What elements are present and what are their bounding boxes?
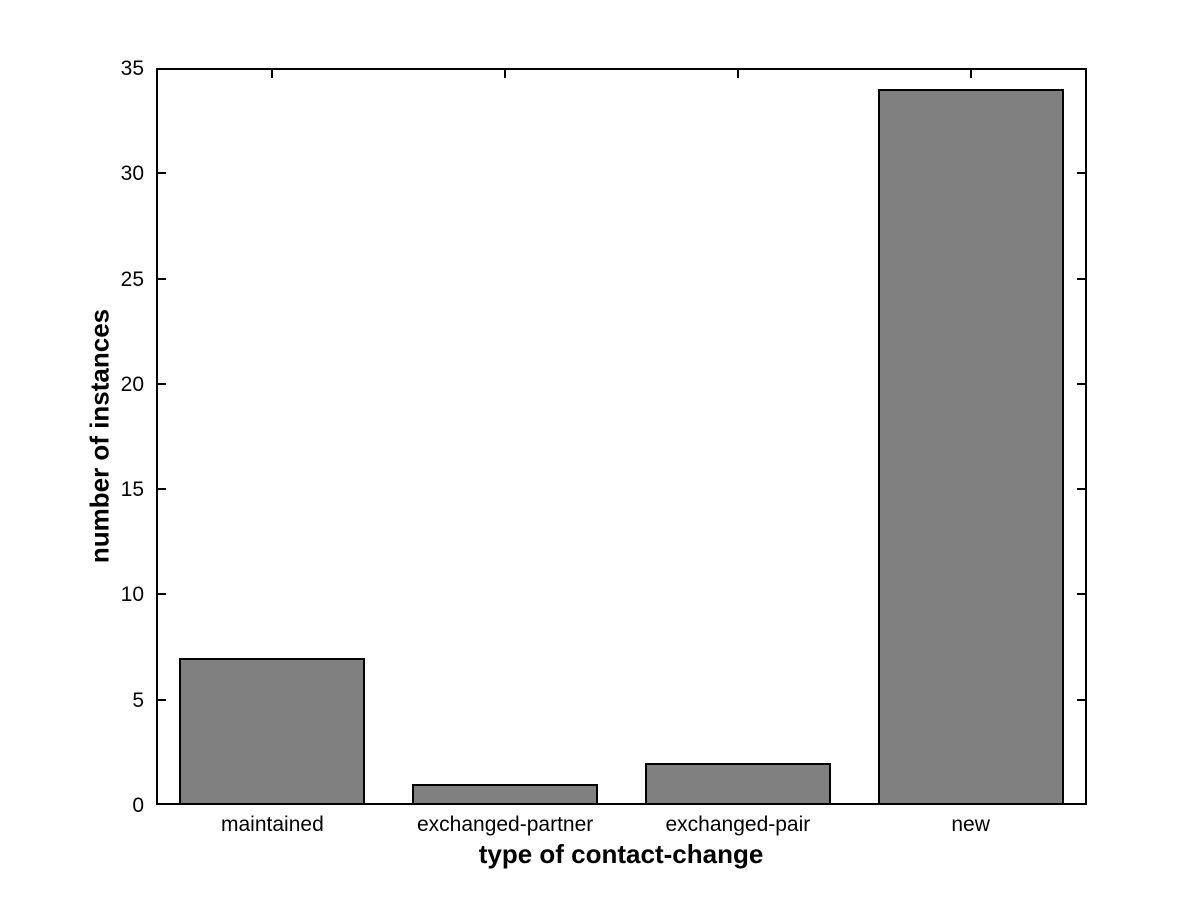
y-tick-right-35 bbox=[1077, 68, 1087, 70]
x-tick-top-exchanged-pair bbox=[736, 68, 739, 78]
x-tick-label-exchanged-partner: exchanged-partner bbox=[416, 813, 594, 836]
y-tick-right-30 bbox=[1077, 172, 1087, 175]
x-tick-label-maintained: maintained bbox=[221, 813, 324, 836]
bar-new bbox=[877, 89, 1064, 805]
y-tick-right-0 bbox=[1077, 803, 1087, 805]
y-tick-left-0 bbox=[156, 803, 166, 805]
y-tick-label-35: 35 bbox=[120, 57, 144, 80]
y-tick-right-10 bbox=[1077, 593, 1087, 596]
bar-exchanged-pair bbox=[644, 762, 831, 805]
y-tick-label-20: 20 bbox=[120, 372, 144, 396]
y-tick-left-35 bbox=[156, 68, 166, 70]
x-tick-top-exchanged-partner bbox=[504, 68, 507, 78]
y-tick-label-15: 15 bbox=[120, 478, 144, 502]
y-tick-right-5 bbox=[1077, 698, 1087, 701]
y-tick-right-20 bbox=[1077, 382, 1087, 385]
y-tick-label-0: 0 bbox=[132, 794, 144, 817]
y-tick-right-15 bbox=[1077, 488, 1087, 491]
x-tick-label-exchanged-pair: exchanged-pair bbox=[665, 813, 811, 836]
bar-maintained bbox=[179, 657, 366, 805]
y-tick-label-5: 5 bbox=[132, 688, 144, 712]
y-tick-right-25 bbox=[1077, 277, 1087, 280]
y-tick-left-15 bbox=[156, 488, 166, 491]
x-tick-top-maintained bbox=[271, 68, 274, 78]
x-tick-top-new bbox=[969, 68, 972, 78]
y-tick-left-10 bbox=[156, 593, 166, 596]
y-tick-label-30: 30 bbox=[120, 162, 144, 186]
plot-area bbox=[156, 68, 1087, 805]
y-tick-label-25: 25 bbox=[120, 267, 144, 291]
y-tick-left-25 bbox=[156, 277, 166, 280]
x-tick-label-new: new bbox=[951, 813, 990, 836]
y-tick-label-10: 10 bbox=[120, 583, 144, 607]
y-tick-left-30 bbox=[156, 172, 166, 175]
bar-exchanged-partner bbox=[412, 783, 599, 805]
y-axis-label: number of instances bbox=[84, 308, 115, 564]
y-tick-left-5 bbox=[156, 698, 166, 701]
x-axis-label: type of contact-change bbox=[478, 839, 764, 869]
y-tick-left-20 bbox=[156, 382, 166, 385]
